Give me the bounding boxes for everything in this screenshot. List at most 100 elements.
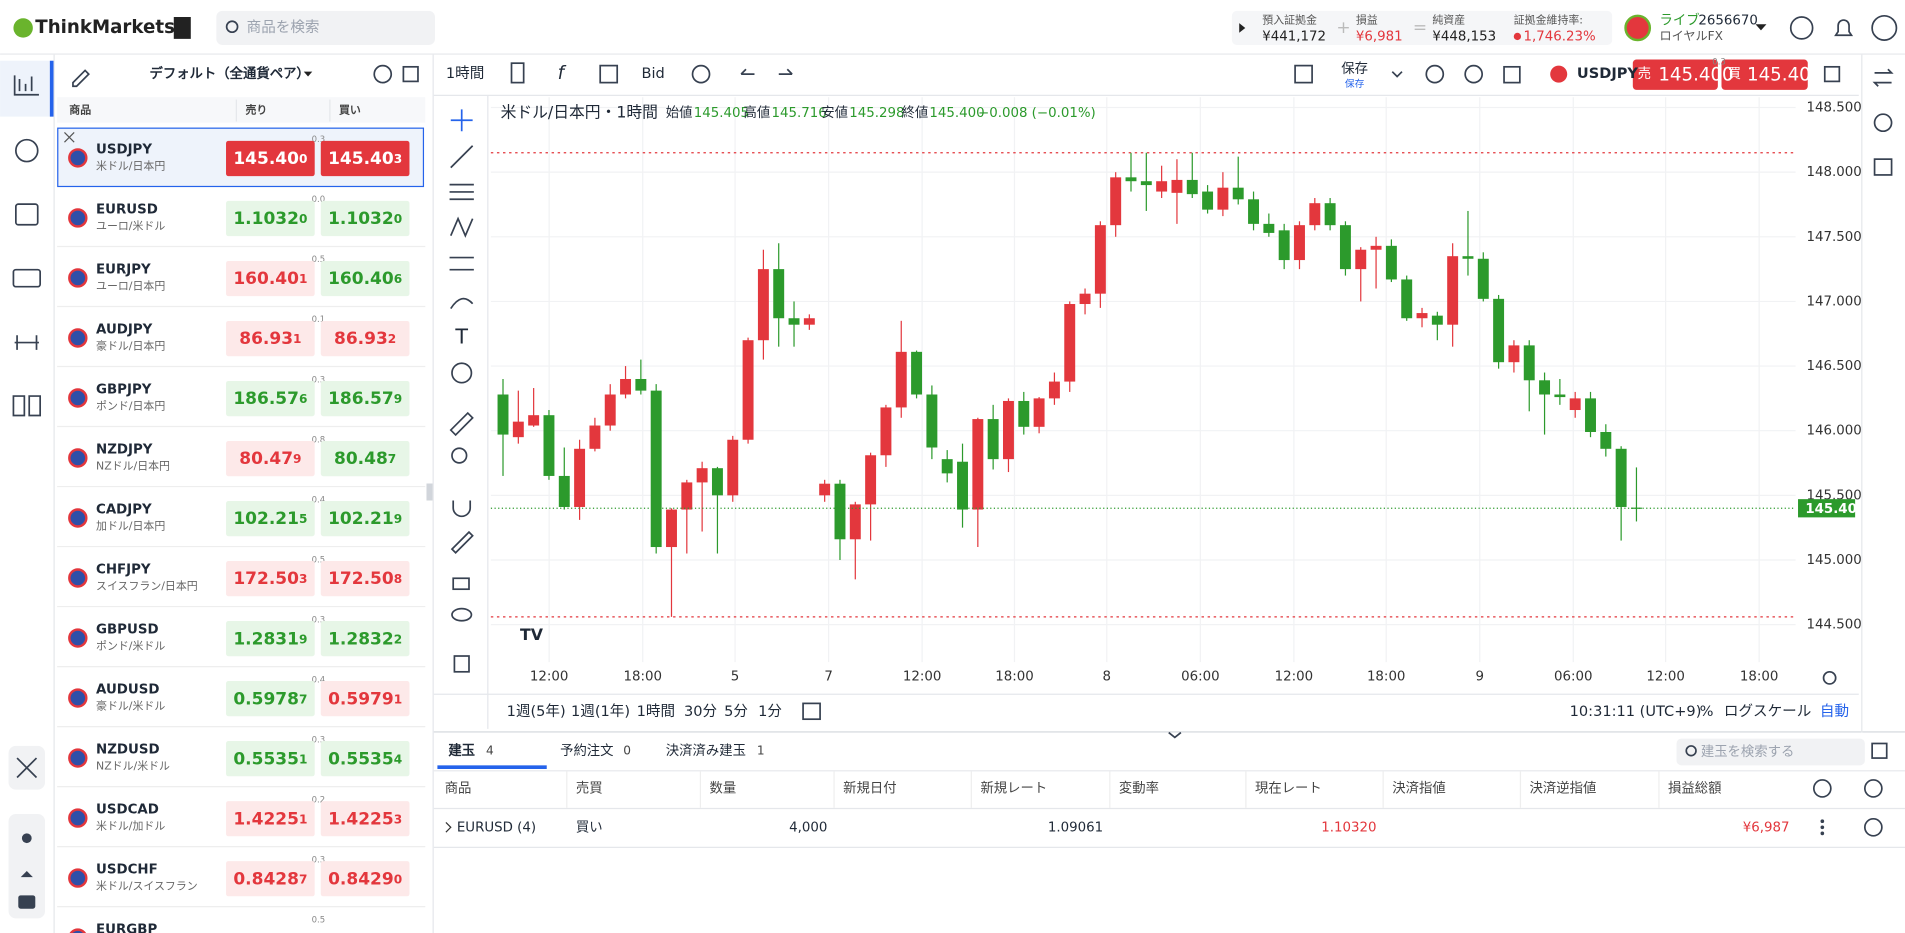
tab[interactable]: 決済済み建玉	[666, 743, 746, 759]
table-settings[interactable]	[1812, 779, 1832, 798]
bid-box[interactable]	[226, 440, 315, 477]
bid-box[interactable]	[226, 260, 315, 297]
watchlist-row[interactable]: GBPUSD ポンド/米ドル 0.3 1.28319 1.28322	[57, 615, 426, 668]
bid-box[interactable]	[226, 140, 315, 177]
tools-icon[interactable]	[14, 335, 39, 350]
range-button[interactable]: 5分	[724, 703, 748, 720]
bid-box[interactable]	[226, 861, 315, 897]
ask-box[interactable]	[320, 741, 410, 777]
ask-box[interactable]	[320, 561, 410, 597]
buy-button[interactable]	[1721, 59, 1808, 90]
range-button[interactable]: 1週(5年)	[507, 703, 566, 720]
save-button[interactable]: 保存	[1341, 61, 1368, 77]
ask-box[interactable]	[320, 440, 410, 477]
bid-box[interactable]	[226, 741, 315, 777]
projection-tool[interactable]	[449, 256, 474, 271]
indicator-icon[interactable]: f	[558, 63, 567, 84]
info-icon[interactable]	[1873, 113, 1893, 133]
auto-toggle[interactable]: 自動	[1820, 703, 1849, 720]
ask-box[interactable]	[320, 140, 410, 177]
pattern-tool[interactable]	[449, 216, 474, 238]
ask-box[interactable]	[320, 200, 410, 237]
percent-toggle[interactable]: %	[1700, 703, 1714, 720]
range-button[interactable]: 1分	[758, 703, 782, 720]
watchlist-row[interactable]: EURGBP 0.5	[57, 915, 425, 933]
range-button[interactable]: 1時間	[637, 703, 675, 720]
bid-box[interactable]	[226, 200, 315, 237]
edit-icon[interactable]	[72, 69, 90, 88]
row-close[interactable]	[64, 131, 75, 143]
compare-icon[interactable]	[691, 64, 711, 84]
chat-icon[interactable]	[18, 895, 36, 909]
row-menu[interactable]	[1820, 819, 1825, 824]
watchlist-row[interactable]: USDCAD 米ドル/加ドル 0.2 1.42251 1.42253	[57, 795, 426, 848]
save-dropdown[interactable]	[1391, 71, 1403, 78]
popout-icon[interactable]	[402, 65, 419, 83]
magnet-tool[interactable]	[452, 500, 472, 518]
watchlist-row[interactable]: NZDUSD NZドル/米ドル 0.3 0.55351 0.55354	[57, 735, 426, 788]
axis-settings-icon[interactable]	[1822, 670, 1837, 685]
bid-box[interactable]	[226, 801, 315, 837]
bid-box[interactable]	[226, 621, 315, 657]
ask-box[interactable]	[320, 501, 410, 537]
bid-box[interactable]	[226, 681, 315, 717]
popout-chart-icon[interactable]	[1823, 65, 1841, 83]
positions-popout[interactable]	[1871, 742, 1888, 759]
close-all[interactable]	[1863, 779, 1883, 798]
profile-icon[interactable]	[1871, 14, 1898, 41]
platform-icon[interactable]	[173, 17, 191, 39]
layout-icon[interactable]	[599, 64, 619, 84]
tab[interactable]: 建玉	[448, 742, 475, 759]
ask-box[interactable]	[320, 380, 410, 417]
bid-box[interactable]	[226, 561, 315, 597]
select-icon[interactable]	[1294, 64, 1313, 84]
trade-icon[interactable]	[1872, 68, 1894, 87]
visibility-tool[interactable]	[451, 607, 473, 622]
news-icon[interactable]	[1873, 158, 1893, 176]
positions-search[interactable]	[1676, 738, 1865, 766]
ruler-tool[interactable]	[449, 411, 474, 437]
cursor-tool[interactable]	[450, 109, 473, 132]
emoji-tool[interactable]	[451, 362, 473, 384]
watchlist-row[interactable]: USDCHF 米ドル/スイスフラン 0.3 0.84287 0.84290	[57, 855, 426, 908]
goto-date-icon[interactable]	[802, 702, 821, 721]
lock-tool[interactable]	[452, 577, 470, 591]
range-button[interactable]: 30分	[684, 703, 717, 720]
lock-draw-tool[interactable]	[450, 530, 474, 554]
close-position[interactable]	[1863, 817, 1883, 837]
chart-icon[interactable]	[13, 75, 39, 96]
bid-box[interactable]	[226, 380, 315, 417]
settings-icon[interactable]	[1464, 64, 1484, 84]
watchlist-row[interactable]: NZDJPY NZドル/日本円 0.8 80.479 80.487	[57, 435, 426, 488]
tab[interactable]: 予約注文	[560, 743, 613, 759]
bid-box[interactable]	[226, 501, 315, 537]
text-tool[interactable]: T	[454, 325, 468, 349]
cash-icon[interactable]	[12, 268, 42, 288]
globe-icon[interactable]	[15, 138, 39, 163]
ask-box[interactable]	[320, 621, 410, 657]
brush-tool[interactable]	[450, 297, 474, 310]
fib-tool[interactable]	[449, 183, 474, 201]
expand-arrow[interactable]	[1239, 23, 1246, 33]
fullscreen-icon[interactable]	[1503, 65, 1521, 84]
book-icon[interactable]	[12, 395, 42, 417]
expand-row[interactable]	[445, 822, 452, 833]
watchlist-dropdown[interactable]	[303, 71, 313, 77]
range-button[interactable]: 1週(1年)	[571, 703, 630, 720]
undo-icon[interactable]	[740, 68, 755, 75]
add-icon[interactable]	[373, 64, 393, 84]
hide-icon[interactable]	[16, 757, 38, 779]
help-icon[interactable]	[1789, 16, 1814, 40]
account-dropdown[interactable]	[1755, 24, 1767, 31]
candle-type-icon[interactable]	[510, 62, 525, 84]
bell-icon[interactable]	[1834, 19, 1854, 37]
alert-icon[interactable]	[1425, 64, 1445, 84]
